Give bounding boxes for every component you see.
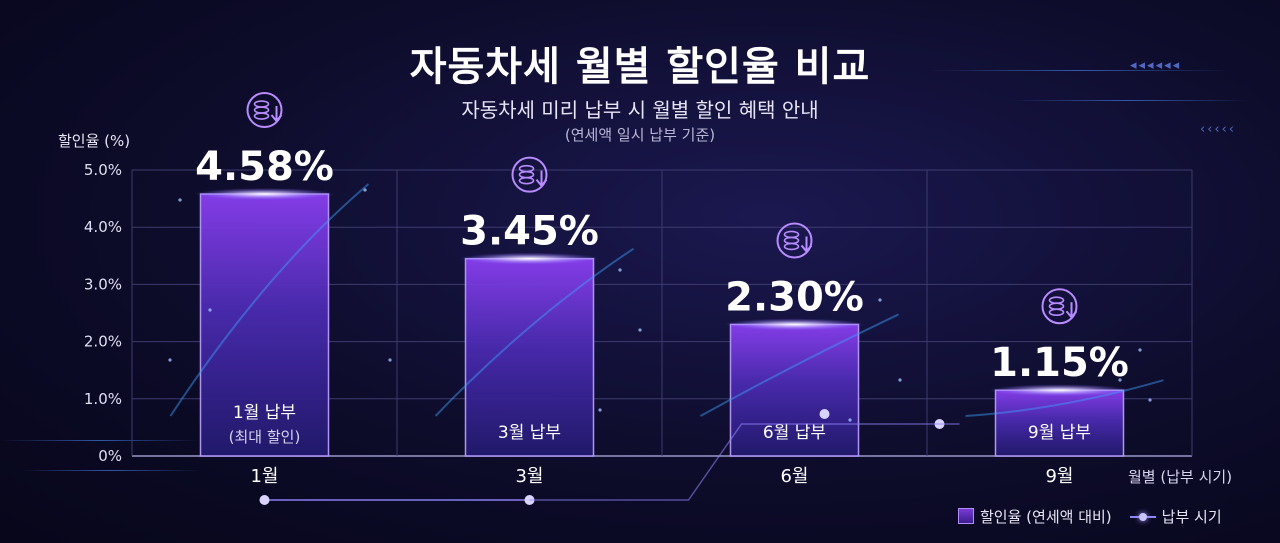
- value-label: 2.30%: [725, 274, 864, 320]
- sparkle: [1148, 398, 1152, 402]
- coin-stack-down-icon: [1041, 288, 1078, 325]
- y-tick-label: 2.0%: [84, 333, 122, 351]
- bar-sublabel: (최대 할인): [229, 428, 301, 446]
- legend: 할인율 (연세액 대비) 납부 시기: [958, 506, 1222, 527]
- bar-top-glow: [194, 188, 335, 201]
- bar: [729, 323, 860, 457]
- x-tick-label: 3월: [515, 466, 543, 487]
- bar-top-glow: [724, 318, 865, 331]
- legend-entry-timing: 납부 시기: [1161, 508, 1222, 526]
- legend-entry-rate: 할인율 (연세액 대비): [980, 508, 1112, 526]
- x-axis-label: 월별 (납부 시기): [1128, 468, 1233, 486]
- chart-subtitle: 자동차세 미리 납부 시 월별 할인 혜택 안내: [461, 98, 819, 122]
- y-tick-label: 0%: [98, 447, 122, 465]
- sparkle: [598, 408, 602, 412]
- sparkle: [388, 358, 392, 362]
- sparkle: [168, 358, 172, 362]
- y-tick-label: 3.0%: [84, 275, 122, 293]
- chart-title: 자동차세 월별 할인율 비교: [409, 44, 871, 90]
- bar-swirl: [965, 379, 1164, 417]
- sparkle: [638, 328, 642, 332]
- bar-label: 1월 납부: [233, 403, 296, 423]
- y-tick-label: 4.0%: [84, 218, 122, 236]
- bar-top-glow: [989, 384, 1130, 397]
- value-label: 3.45%: [460, 209, 599, 255]
- sparkle: [878, 298, 882, 302]
- timeline-connector: [529, 423, 960, 501]
- bar-swirl: [434, 247, 635, 417]
- y-tick-label: 1.0%: [84, 390, 122, 408]
- coin-stack-down-icon: [511, 156, 548, 193]
- sparkle: [363, 188, 367, 192]
- legend-timeline-marker: [1129, 510, 1156, 524]
- x-tick-label: 6월: [780, 466, 808, 487]
- sparkle: [1118, 378, 1122, 382]
- sparkle: [1138, 348, 1142, 352]
- coin-stack-down-icon: [246, 92, 283, 129]
- bar-swirl: [169, 183, 370, 417]
- bar: [464, 257, 595, 457]
- bar-label: 6월 납부: [763, 423, 826, 443]
- value-label: 4.58%: [195, 144, 334, 190]
- timeline-dot: [259, 495, 270, 505]
- sparkle: [178, 198, 182, 202]
- y-tick-label: 5.0%: [84, 161, 122, 179]
- bar-label: 9월 납부: [1028, 423, 1091, 443]
- sparkle: [618, 268, 622, 272]
- timeline-dot: [819, 409, 830, 419]
- y-axis-label: 할인율 (%): [58, 132, 131, 150]
- coin-stack-down-icon: [776, 222, 813, 259]
- sparkle: [898, 378, 902, 382]
- bar-top-glow: [459, 252, 600, 265]
- bar-label: 3월 납부: [498, 423, 561, 443]
- sparkle: [848, 418, 852, 422]
- bar: [994, 389, 1125, 457]
- x-tick-label: 1월: [250, 466, 278, 487]
- bar-swirl: [700, 313, 899, 417]
- x-tick-label: 9월: [1045, 466, 1073, 487]
- legend-bar-swatch: [958, 508, 974, 524]
- chart-note: (연세액 일시 납부 기준): [564, 126, 716, 144]
- sparkle: [208, 308, 212, 312]
- bar: [199, 193, 330, 457]
- value-label: 1.15%: [990, 340, 1129, 386]
